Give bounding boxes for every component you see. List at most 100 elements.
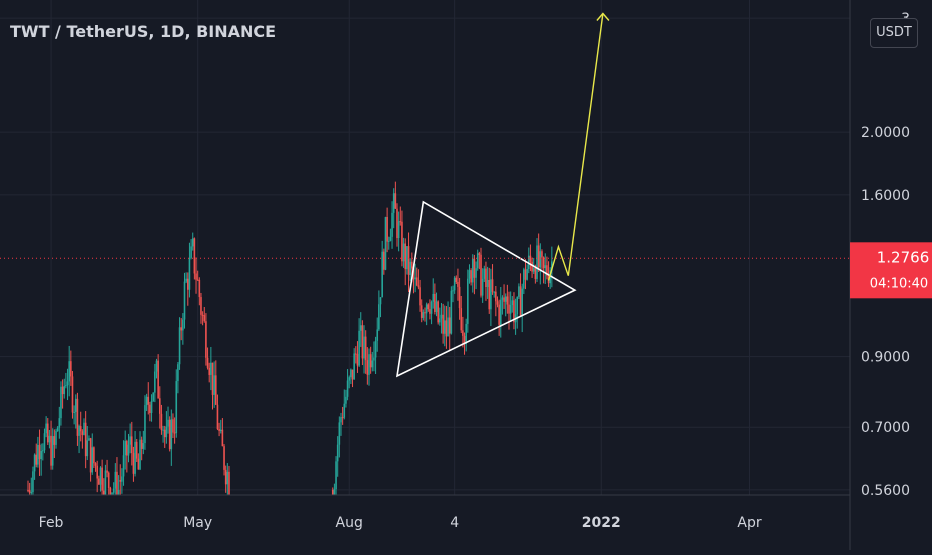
- candle: [206, 347, 209, 370]
- candle-body: [387, 240, 390, 242]
- candle: [499, 287, 502, 338]
- candle-body: [524, 269, 527, 280]
- candle: [519, 273, 522, 316]
- candle-body: [221, 429, 224, 447]
- candle-body: [506, 296, 509, 305]
- candle: [407, 232, 410, 293]
- candle-body: [480, 254, 482, 296]
- candle: [371, 351, 374, 372]
- candle-body: [463, 335, 466, 345]
- candle-body: [86, 440, 89, 457]
- candle-body: [541, 251, 543, 258]
- candle-body: [149, 404, 151, 413]
- candle: [165, 411, 168, 444]
- candle-body: [94, 463, 97, 466]
- candle: [341, 406, 344, 425]
- candle-body: [140, 439, 143, 449]
- currency-button[interactable]: USDT: [870, 18, 918, 48]
- drawings[interactable]: [395, 12, 610, 378]
- candle: [544, 253, 547, 284]
- candle: [401, 210, 403, 267]
- time-tick-label: May: [183, 515, 212, 531]
- candle-body: [356, 354, 359, 366]
- candle: [51, 428, 54, 470]
- candle: [172, 413, 174, 439]
- candle-body: [366, 360, 369, 375]
- candle-body: [498, 304, 500, 325]
- candle: [435, 292, 438, 317]
- candle: [366, 347, 369, 385]
- candle-body: [467, 278, 469, 324]
- candle: [452, 285, 454, 303]
- candle: [536, 238, 538, 282]
- candle-body: [389, 236, 392, 241]
- candle: [424, 307, 426, 322]
- candle: [331, 487, 334, 495]
- candle-body: [351, 369, 354, 380]
- candle: [201, 311, 204, 326]
- candle: [448, 306, 451, 351]
- candle: [40, 443, 42, 476]
- candle: [356, 341, 359, 373]
- candle-body: [483, 268, 486, 279]
- candle-body: [216, 404, 219, 430]
- candle-body: [495, 291, 497, 302]
- candle-body: [224, 469, 227, 485]
- candle-body: [432, 293, 435, 302]
- last-price-value: 1.2766: [877, 248, 930, 266]
- candle-body: [135, 441, 138, 459]
- candle: [60, 381, 62, 426]
- candle: [188, 242, 191, 298]
- candle: [506, 284, 509, 314]
- candle-body: [374, 340, 377, 358]
- candle: [495, 285, 497, 317]
- candle: [402, 237, 405, 268]
- candle: [98, 475, 100, 485]
- candle: [414, 263, 416, 293]
- candle-body: [219, 429, 222, 432]
- candle: [351, 369, 354, 388]
- candle-body: [226, 471, 229, 485]
- candle: [42, 443, 44, 461]
- candle: [160, 404, 163, 435]
- candle-body: [201, 314, 204, 316]
- candle: [32, 466, 34, 495]
- candle-body: [443, 320, 446, 334]
- candle-body: [526, 269, 528, 280]
- candle: [43, 428, 46, 454]
- candle: [214, 360, 217, 406]
- candle: [508, 291, 510, 330]
- candle-body: [74, 398, 77, 412]
- candle: [475, 261, 477, 290]
- candle-body: [193, 238, 196, 274]
- candle-body: [386, 217, 388, 242]
- candle-body: [107, 472, 110, 488]
- candle-body: [414, 277, 416, 280]
- candle-body: [445, 320, 448, 337]
- candle: [523, 267, 525, 295]
- projection-arrowhead: [596, 12, 610, 21]
- candle-body: [121, 476, 123, 482]
- candle-body: [473, 258, 476, 278]
- candle: [221, 418, 224, 447]
- candle: [106, 459, 108, 478]
- candle-body: [152, 392, 154, 401]
- time-axis[interactable]: Feb May Aug 4 2022 Apr: [39, 515, 762, 531]
- candle-body: [185, 278, 187, 282]
- bar-countdown: 04:10:40: [870, 276, 928, 291]
- candle-body: [450, 290, 453, 334]
- candle: [71, 371, 74, 419]
- candle-body: [384, 217, 387, 270]
- candle: [406, 246, 408, 275]
- candle-body: [154, 371, 156, 393]
- candle-body: [383, 251, 385, 270]
- candle: [50, 420, 52, 470]
- candle-body: [448, 317, 451, 334]
- candle-body: [399, 221, 402, 223]
- candle: [114, 463, 117, 495]
- candle-body: [79, 426, 82, 432]
- candle: [432, 278, 435, 309]
